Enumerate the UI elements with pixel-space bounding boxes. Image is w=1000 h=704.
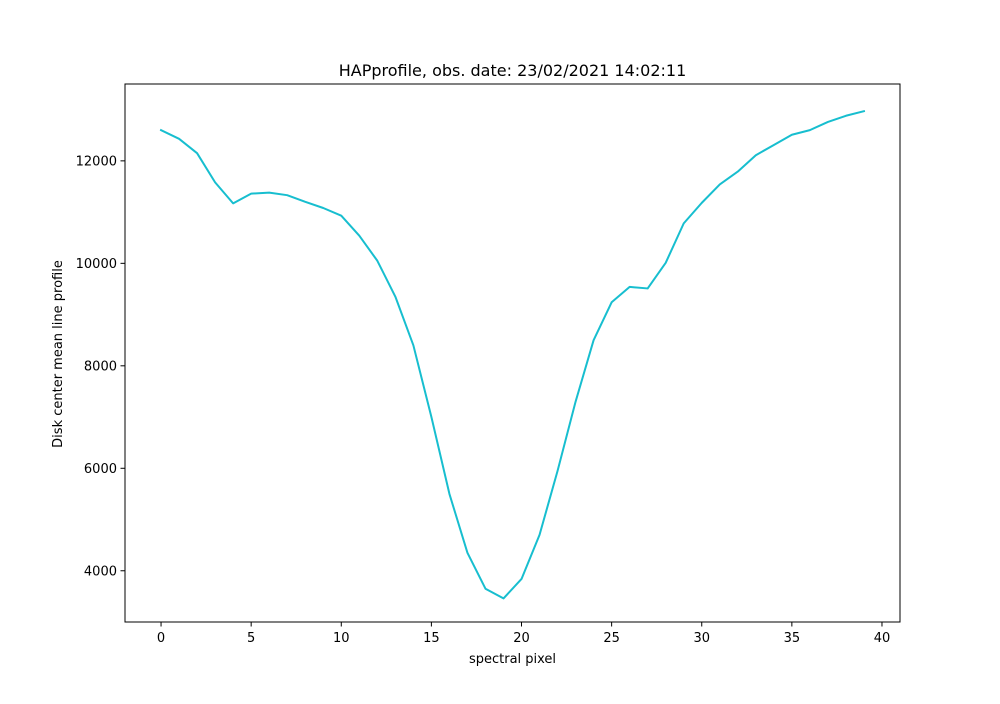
x-axis-label: spectral pixel: [469, 652, 556, 667]
x-tick-label: 40: [874, 631, 891, 646]
series-line-1: [159, 109, 866, 600]
x-tick-label: 0: [157, 631, 165, 646]
chart-title: HAPprofile, obs. date: 23/02/2021 14:02:…: [339, 61, 687, 80]
y-tick-label: 12000: [76, 154, 117, 169]
x-tick-label: 25: [603, 631, 620, 646]
x-tick-label: 15: [423, 631, 440, 646]
y-tick-label: 4000: [84, 564, 117, 579]
y-tick-label: 10000: [76, 257, 117, 272]
axes-frame: [124, 83, 901, 623]
y-tick-label: 6000: [84, 462, 117, 477]
x-tick-label: 35: [784, 631, 801, 646]
x-tick-label: 5: [247, 631, 255, 646]
y-axis-label: Disk center mean line profile: [51, 260, 66, 448]
x-tick-label: 30: [693, 631, 710, 646]
x-tick-label: 20: [513, 631, 530, 646]
x-tick-label: 10: [333, 631, 350, 646]
plot-area: 0 5 10 15 20 25 30 35 40 4000 6000 8000 10000 12000: [76, 83, 901, 646]
y-tick-label: 8000: [84, 359, 117, 374]
